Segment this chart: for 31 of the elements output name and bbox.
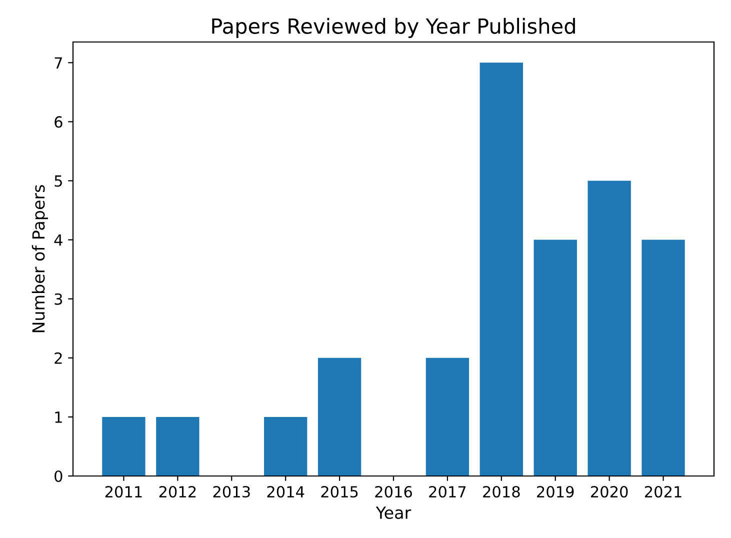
y-tick-label: 2 [54,352,62,364]
x-tick-label: 2011 [105,486,142,498]
y-tick-label: 7 [54,57,62,68]
x-tick-label: 2016 [375,486,412,498]
x-tick-label: 2014 [267,486,304,498]
bar [102,416,146,476]
y-tick-label: 6 [54,116,62,128]
bar [534,240,577,476]
x-tick-label: 2017 [429,486,466,498]
bar [588,180,631,476]
x-tick-label: 2015 [321,486,358,498]
x-tick-label: 2013 [213,486,250,498]
bar [480,62,523,476]
y-axis-title: Number of Papers [32,185,48,332]
y-tick-label: 0 [54,470,62,482]
bar [264,416,308,476]
y-tick-label: 3 [54,293,62,305]
y-tick-label: 1 [55,412,62,423]
x-tick-label: 2021 [644,486,682,498]
x-tick-label: 2012 [159,486,196,498]
chart-title: Papers Reviewed by Year Published [212,18,575,38]
y-tick-label: 4 [54,234,62,246]
x-tick-label: 2018 [483,486,520,498]
bar [642,240,685,476]
x-axis-title: Year [376,506,412,519]
x-tick-label: 2019 [537,486,574,498]
bar [156,416,200,476]
x-tick-label: 2020 [591,486,628,498]
bar [318,358,362,476]
bar [426,358,470,476]
y-tick-label: 5 [54,175,62,187]
